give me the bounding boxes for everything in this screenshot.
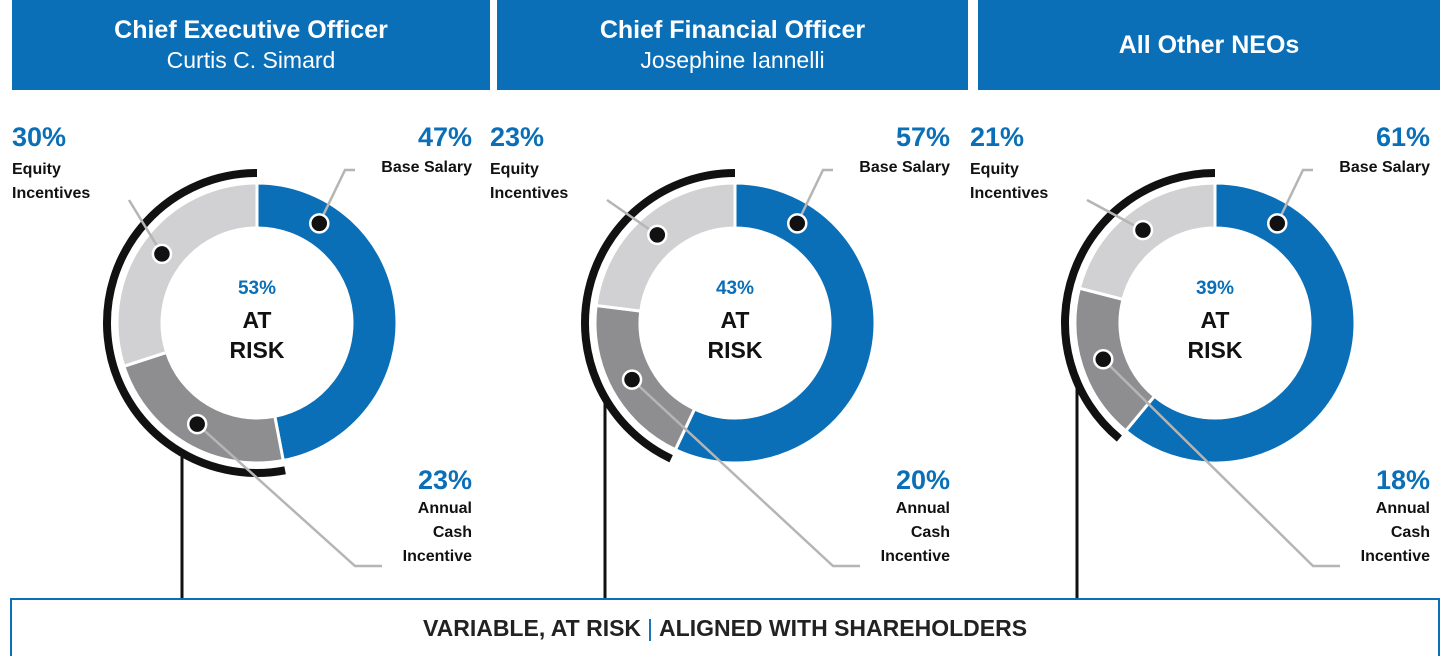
- category-label: Base Salary: [1339, 159, 1430, 176]
- center-value: 43%: [715, 278, 755, 299]
- value-label: 30%: [12, 122, 67, 152]
- marker-dot: [621, 369, 643, 390]
- donut-segment: [673, 181, 877, 465]
- donut-segment: [255, 181, 399, 463]
- panel-header: Chief Executive Officer Curtis C. Simard: [12, 0, 490, 90]
- category-label: Annual Cash Incentive: [402, 500, 472, 565]
- panel-subtitle: Josephine Iannelli: [640, 47, 825, 73]
- donut-segment: [1073, 286, 1157, 433]
- marker-dot: [186, 413, 208, 435]
- value-label: 57%: [895, 122, 950, 152]
- at-risk-arc: [1061, 169, 1216, 442]
- leader-line: [318, 168, 355, 224]
- category-label: Annual Cash Incentive: [1360, 500, 1430, 565]
- value-label: 23%: [417, 465, 472, 495]
- panel-subtitle: Curtis C. Simard: [166, 47, 336, 73]
- leader-line: [631, 378, 860, 568]
- panel-title: Chief Executive Officer: [114, 16, 388, 44]
- footer-right: ALIGNED WITH SHAREHOLDERS: [659, 614, 1028, 641]
- leader-line: [1086, 198, 1144, 232]
- center-label: AT RISK: [707, 307, 763, 363]
- category-label: Equity Incentives: [12, 161, 91, 202]
- leader-line: [1276, 168, 1313, 224]
- value-label: 21%: [970, 122, 1025, 152]
- at-risk-arc: [581, 169, 736, 463]
- category-label: Annual Cash Incentive: [880, 500, 950, 565]
- category-label: Equity Incentives: [490, 161, 569, 202]
- donut-segment: [1077, 181, 1217, 302]
- panel-title: All Other NEOs: [1118, 31, 1300, 59]
- value-label: 23%: [490, 122, 545, 152]
- center-label: AT RISK: [229, 307, 285, 363]
- panel-header: All Other NEOs: [978, 0, 1440, 90]
- marker-dot: [1267, 213, 1288, 234]
- donut-segment: [594, 181, 737, 313]
- leader-line: [796, 168, 833, 224]
- marker-dot: [151, 243, 173, 265]
- marker-dot: [787, 213, 808, 234]
- at-risk-arc: [103, 169, 286, 477]
- footer: VARIABLE, AT RISK | ALIGNED WITH SHAREHO…: [10, 598, 1440, 656]
- marker-dot: [1093, 349, 1114, 370]
- donut-segment: [121, 350, 285, 465]
- footer-separator: |: [647, 614, 654, 641]
- panel-title: Chief Financial Officer: [599, 16, 866, 44]
- value-label: 47%: [417, 122, 472, 152]
- footer-left: VARIABLE, AT RISK: [422, 614, 642, 641]
- marker-dot: [1132, 219, 1154, 241]
- value-label: 20%: [895, 465, 950, 495]
- value-label: 61%: [1375, 122, 1430, 152]
- value-label: 18%: [1375, 465, 1430, 495]
- donut-segment: [115, 181, 259, 369]
- category-label: Base Salary: [381, 159, 472, 176]
- category-label: Equity Incentives: [970, 161, 1049, 202]
- category-label: Base Salary: [859, 159, 950, 176]
- panel-header: Chief Financial Officer Josephine Iannell…: [497, 0, 968, 90]
- marker-dot: [647, 224, 668, 246]
- marker-dot: [309, 213, 330, 234]
- donut-segment: [593, 303, 697, 452]
- center-label: AT RISK: [1187, 307, 1243, 363]
- leader-line: [196, 423, 382, 568]
- center-value: 39%: [1195, 278, 1235, 299]
- center-value: 53%: [237, 278, 277, 299]
- donut-segment: [1123, 181, 1357, 465]
- leader-line: [1102, 358, 1340, 568]
- leader-line: [127, 199, 164, 255]
